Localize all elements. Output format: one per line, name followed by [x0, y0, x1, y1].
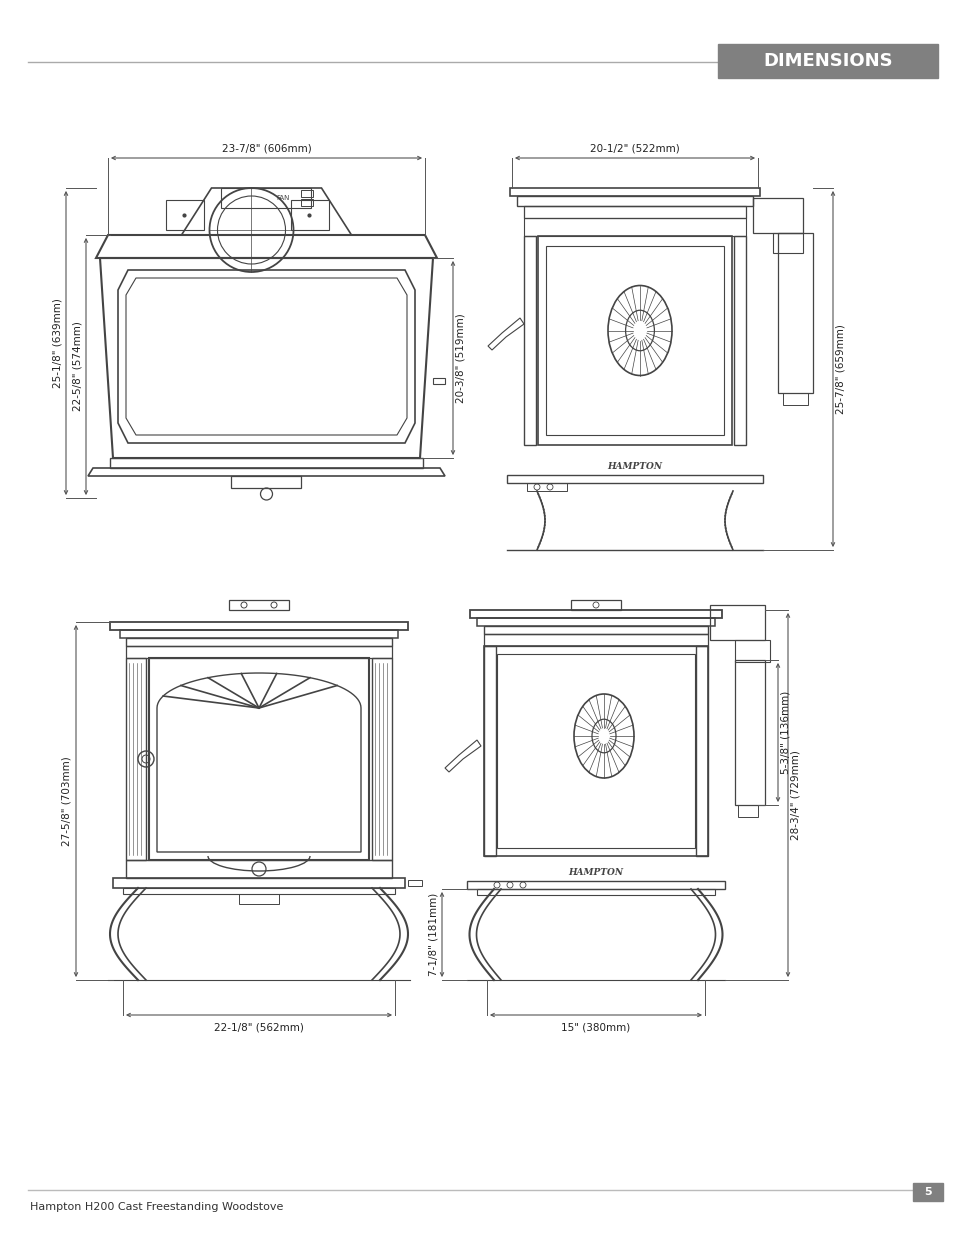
Bar	[301, 199, 314, 206]
Text: 25-7/8" (659mm): 25-7/8" (659mm)	[835, 324, 845, 414]
Text: HAMPTON: HAMPTON	[607, 462, 662, 471]
Bar	[734, 640, 769, 662]
Bar	[738, 805, 758, 818]
Bar	[782, 393, 807, 405]
Bar	[292, 200, 329, 230]
Bar	[483, 646, 707, 856]
Bar	[734, 659, 764, 805]
Bar	[149, 658, 369, 860]
Text: 20-3/8" (519mm): 20-3/8" (519mm)	[456, 314, 465, 403]
Bar	[526, 483, 566, 492]
Bar	[912, 1183, 942, 1200]
Bar	[510, 188, 760, 196]
Bar	[433, 378, 444, 384]
Bar	[545, 246, 723, 435]
Text: FAN: FAN	[276, 195, 290, 201]
Bar	[408, 881, 421, 885]
Text: 20-1/2" (522mm): 20-1/2" (522mm)	[590, 143, 679, 153]
Bar	[126, 860, 392, 878]
Bar	[126, 658, 146, 860]
Bar	[709, 605, 764, 640]
Bar	[483, 634, 707, 646]
Bar	[470, 610, 721, 618]
Bar	[221, 188, 312, 207]
Bar	[467, 881, 724, 889]
Text: 22-5/8" (574mm): 22-5/8" (574mm)	[73, 321, 83, 411]
Bar	[110, 458, 422, 468]
Bar	[229, 600, 289, 610]
Bar	[772, 233, 802, 253]
Text: 15" (380mm): 15" (380mm)	[560, 1023, 630, 1032]
Bar	[483, 626, 707, 634]
Text: 25-1/8" (639mm): 25-1/8" (639mm)	[53, 298, 63, 388]
Bar	[752, 198, 802, 233]
Bar	[126, 638, 392, 646]
Bar	[696, 646, 707, 856]
Bar	[239, 894, 278, 904]
Bar	[112, 878, 405, 888]
Bar	[126, 646, 392, 658]
Text: 5-3/8" (136mm): 5-3/8" (136mm)	[781, 690, 790, 774]
Bar	[110, 622, 408, 630]
Bar	[733, 236, 745, 445]
Bar	[778, 233, 812, 393]
Text: 23-7/8" (606mm): 23-7/8" (606mm)	[221, 143, 311, 153]
Bar	[476, 889, 714, 895]
Bar	[517, 196, 752, 206]
Bar	[571, 600, 620, 610]
Bar	[523, 206, 745, 219]
Bar	[372, 658, 392, 860]
Text: HAMPTON: HAMPTON	[568, 868, 623, 877]
Text: 28-3/4" (729mm): 28-3/4" (729mm)	[790, 750, 801, 840]
Polygon shape	[444, 740, 480, 772]
Text: Hampton H200 Cast Freestanding Woodstove: Hampton H200 Cast Freestanding Woodstove	[30, 1202, 283, 1212]
Bar	[718, 44, 937, 78]
Text: 7-1/8" (181mm): 7-1/8" (181mm)	[429, 893, 438, 976]
Text: 5: 5	[923, 1187, 931, 1197]
Text: 22-1/8" (562mm): 22-1/8" (562mm)	[213, 1023, 304, 1032]
Bar	[167, 200, 204, 230]
Bar	[232, 475, 301, 488]
Text: 27-5/8" (703mm): 27-5/8" (703mm)	[62, 756, 71, 846]
Bar	[483, 646, 496, 856]
Bar	[506, 475, 762, 483]
Bar	[523, 236, 536, 445]
Text: DIMENSIONS: DIMENSIONS	[762, 52, 892, 70]
Bar	[537, 236, 731, 445]
Polygon shape	[488, 317, 523, 350]
Bar	[120, 630, 397, 638]
Bar	[523, 219, 745, 236]
Bar	[123, 888, 395, 894]
Bar	[497, 655, 695, 848]
Bar	[476, 618, 714, 626]
Bar	[301, 190, 314, 198]
